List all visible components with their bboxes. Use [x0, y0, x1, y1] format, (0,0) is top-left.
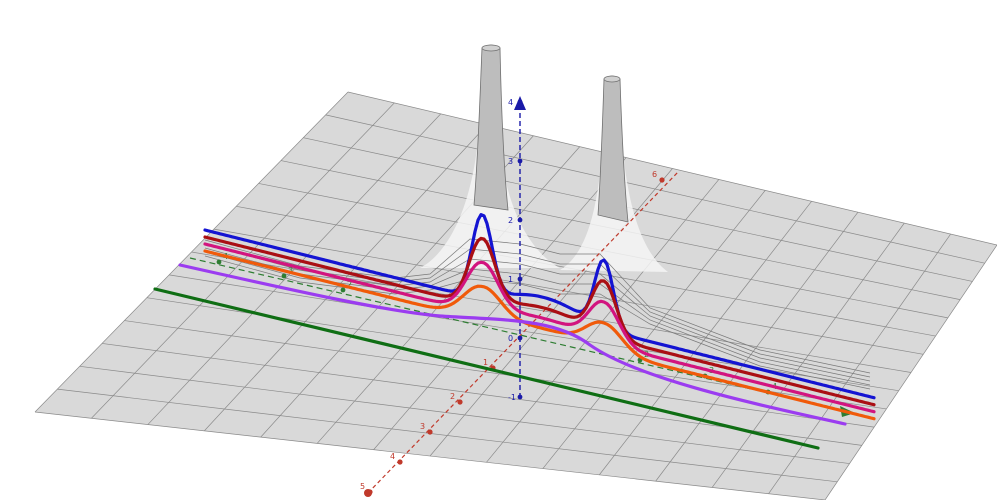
grid-line [599, 201, 812, 476]
y-tick-dot [427, 429, 433, 435]
grid-line [169, 274, 899, 392]
y-tick-dot [659, 177, 665, 183]
grid-line [79, 365, 850, 464]
x-tick-dot [216, 259, 222, 265]
function-surface [204, 44, 871, 390]
level-curve-magenta [203, 242, 876, 414]
level-curve-purple [178, 263, 847, 426]
level-curve-darkred [203, 235, 876, 407]
peak-right [597, 75, 629, 223]
z-tick-label: 4 [508, 98, 513, 107]
z-axis-ticks: 4 3 2 1 0 -1 [508, 98, 523, 402]
level-curve-orange [203, 249, 876, 421]
y-tick-label: 5 [360, 482, 365, 491]
grid-line [486, 179, 720, 463]
z-tick-dot [517, 276, 523, 282]
z-tick-label: 3 [508, 157, 513, 166]
y-axis-endpoint [364, 489, 372, 497]
level-curve-blue [203, 213, 876, 400]
peak-left-cap [481, 44, 501, 52]
grid-line [542, 190, 766, 469]
grid-line [824, 244, 997, 500]
grid-line [655, 212, 859, 482]
y-tick-label: 6 [652, 170, 657, 179]
y-tick-label: 3 [420, 422, 425, 431]
z-tick-dot [517, 335, 523, 341]
y-tick-label: 2 [450, 392, 455, 401]
grid-line [57, 388, 838, 483]
surface-contour-line [204, 247, 871, 382]
x-tick-dot [340, 287, 346, 293]
grid-line [124, 320, 875, 428]
x-tick-dot [281, 273, 287, 279]
z-tick-label: -1 [508, 393, 516, 402]
z-tick-dot [517, 217, 523, 223]
z-tick-dot [517, 394, 523, 400]
grid-line [711, 222, 905, 488]
z-tick-dot [517, 99, 523, 105]
plane-surface [35, 92, 997, 500]
y-tick-dot [457, 399, 463, 405]
x-tick-label: 3 [288, 266, 293, 275]
y-axis-line [367, 171, 679, 494]
z-tick-label: 2 [508, 216, 513, 225]
grid-line [768, 233, 951, 494]
y-tick-label: 1 [483, 358, 488, 367]
z-tick-label: 1 [508, 275, 513, 284]
peak-left [473, 44, 509, 211]
z-tick-dot [517, 158, 523, 164]
y-axis-ticks: 6 1 2 3 4 5 [360, 170, 665, 497]
y-tick-label: 4 [390, 452, 395, 461]
y-tick-dot [397, 459, 403, 465]
x-tick-label: 2 [347, 280, 352, 289]
peak-right-cap [603, 75, 621, 83]
grid-line [34, 411, 826, 500]
level-curves [153, 213, 876, 450]
z-tick-label: 0 [508, 334, 513, 343]
level-curve-green [153, 287, 820, 450]
